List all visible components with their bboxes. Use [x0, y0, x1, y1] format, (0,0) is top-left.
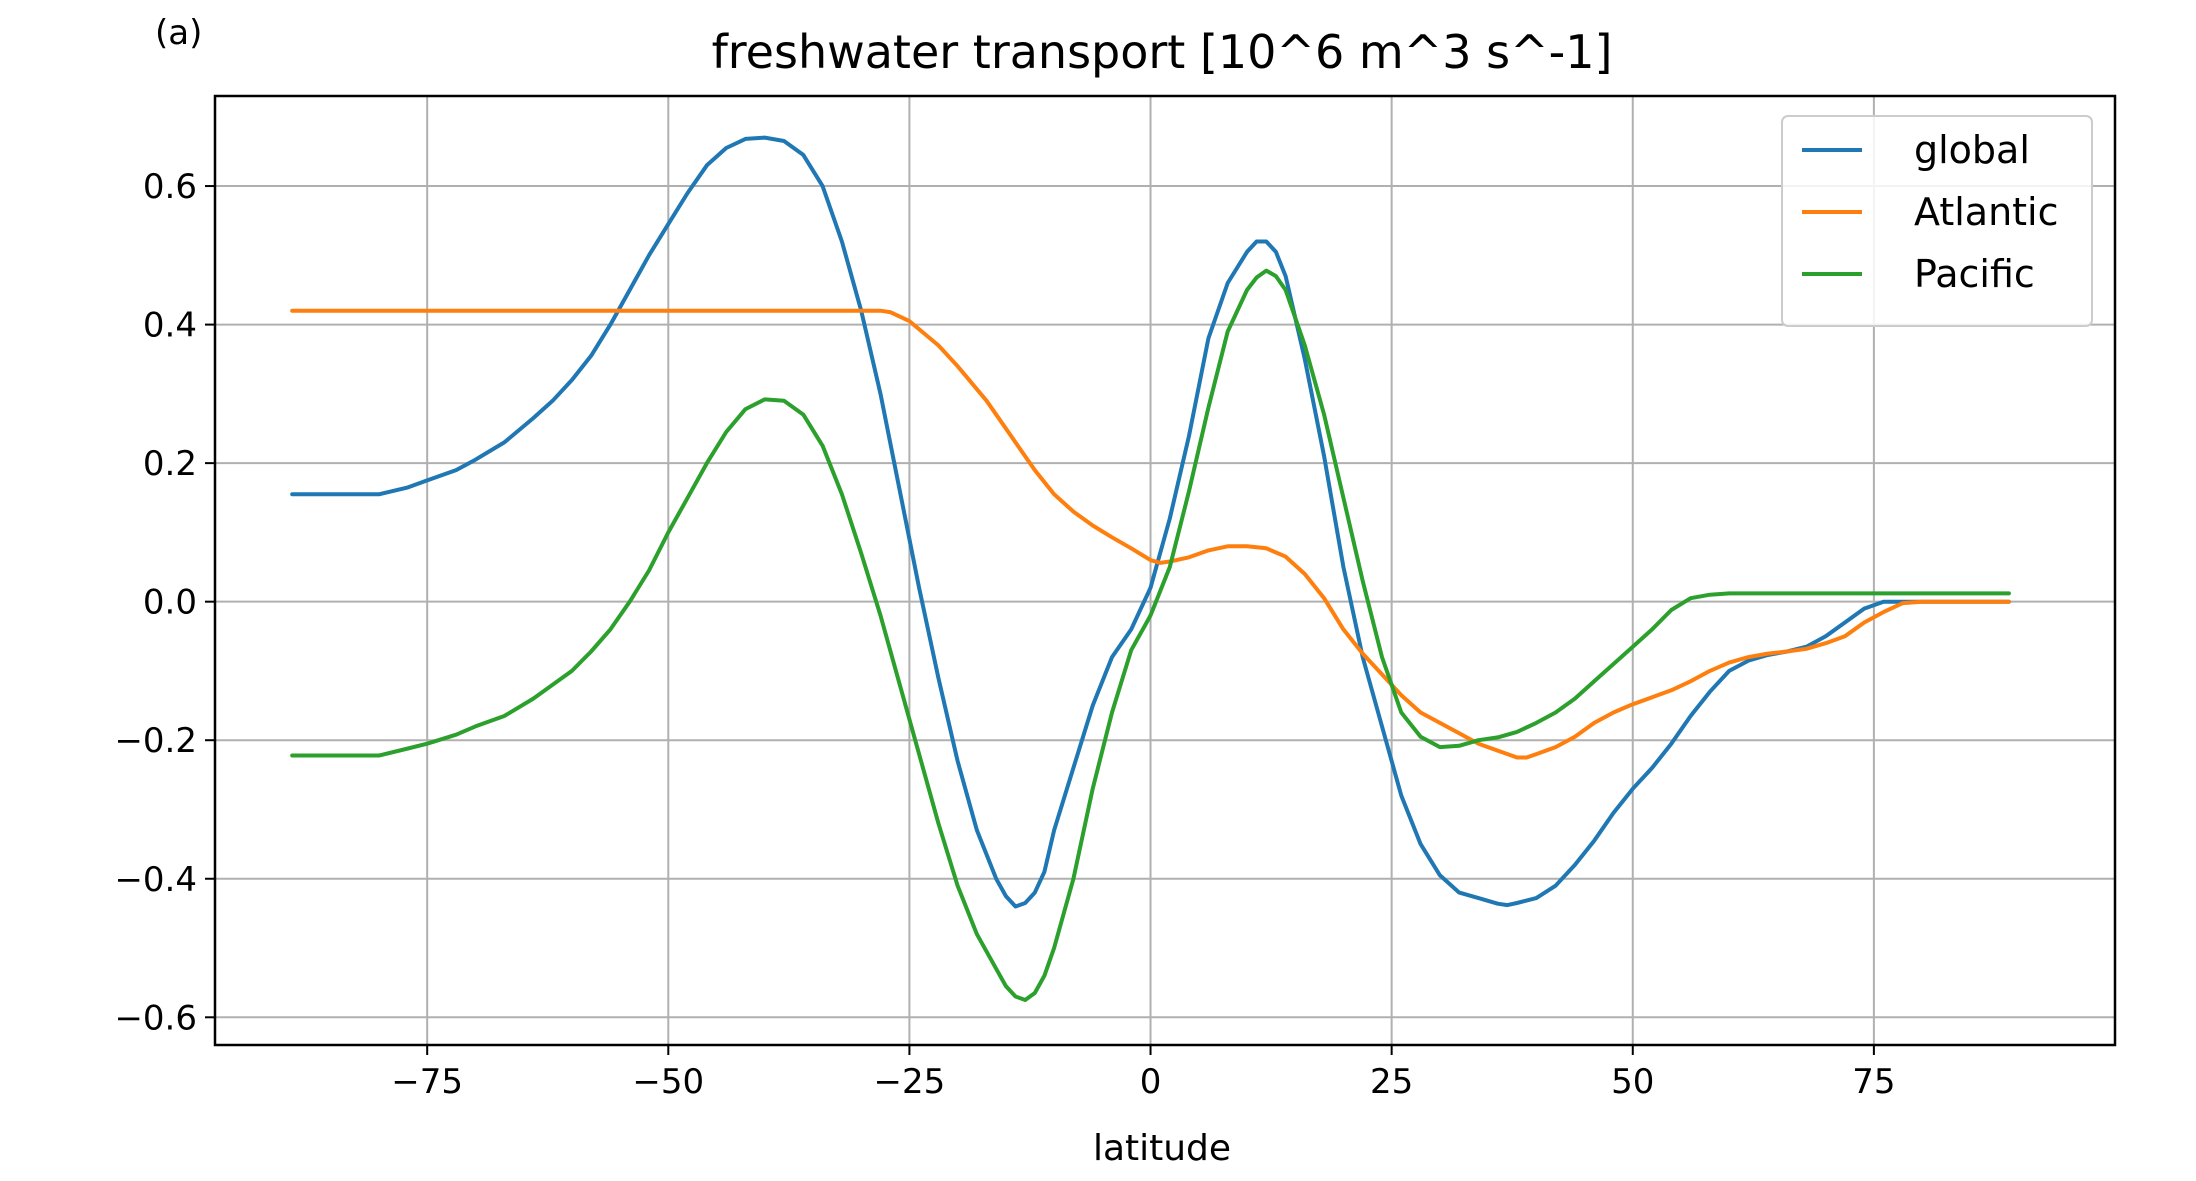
series-layer — [290, 135, 2011, 1002]
series-line-global — [290, 135, 2011, 909]
x-tick-label: −50 — [632, 1062, 704, 1102]
y-tick-label: 0.2 — [143, 444, 197, 484]
y-tick-label: 0.0 — [143, 583, 197, 623]
legend-label-global: global — [1914, 128, 2030, 172]
x-tick-label: −25 — [874, 1062, 946, 1102]
x-tick-label: −75 — [391, 1062, 463, 1102]
legend: global Atlantic Pacific — [1781, 115, 2093, 327]
y-tick-label: −0.2 — [114, 721, 197, 761]
series-line-pacific — [290, 268, 2011, 1002]
y-tick-label: −0.6 — [114, 998, 197, 1038]
chart-title: freshwater transport [10^6 m^3 s^-1] — [712, 25, 1613, 79]
x-tick-label: 0 — [1140, 1062, 1162, 1102]
grid-layer — [215, 96, 2115, 1045]
y-tick-label: −0.4 — [114, 860, 197, 900]
legend-label-atlantic: Atlantic — [1914, 190, 2059, 234]
tick-layer: −75 −50 −25 0 25 50 75 −0.6 −0.4 −0.2 0.0 0.2 0.4 0.6 — [114, 167, 1895, 1102]
series-line-atlantic — [290, 308, 2011, 760]
x-tick-label: 75 — [1852, 1062, 1895, 1102]
legend-label-pacific: Pacific — [1914, 252, 2035, 296]
y-tick-label: 0.6 — [143, 167, 197, 207]
x-tick-label: 25 — [1370, 1062, 1413, 1102]
panel-label: (a) — [155, 13, 202, 53]
y-tick-label: 0.4 — [143, 306, 197, 346]
plot-frame — [213, 94, 2117, 1047]
x-axis-label: latitude — [1093, 1128, 1231, 1169]
x-tick-label: 50 — [1611, 1062, 1654, 1102]
